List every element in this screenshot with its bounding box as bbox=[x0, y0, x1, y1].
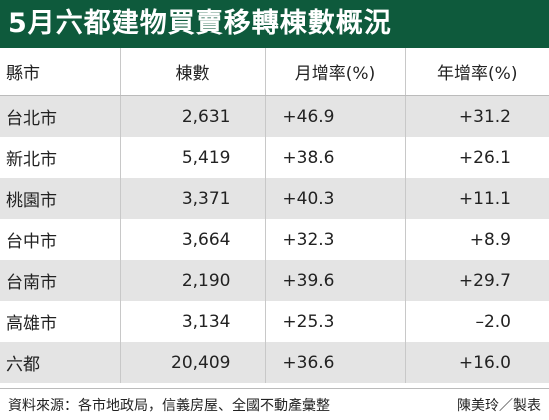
value-cell: +16.0 bbox=[404, 342, 549, 383]
city-cell: 台南市 bbox=[0, 260, 120, 301]
city-cell: 新北市 bbox=[6, 150, 57, 170]
value-cell: +36.6 bbox=[264, 342, 405, 383]
table-row: 台南市 2,190 +39.6 +29.7 bbox=[0, 260, 549, 301]
city-cell: 台北市 bbox=[0, 95, 120, 137]
city-cell: 高雄市 bbox=[6, 314, 57, 334]
value-cell: +40.3 bbox=[264, 178, 405, 219]
footer: 資料來源：各市地政局，信義房屋、全國不動產彙整 陳美玲／製表 bbox=[0, 388, 549, 420]
city-cell: 桃園市 bbox=[0, 178, 120, 219]
table-body: 台北市 2,631 +46.9 +31.2 新北市 5,419 +38.6 +26.1 桃園市 3… bbox=[0, 95, 549, 383]
value-cell: +46.9 bbox=[264, 95, 405, 137]
value-cell: 5,419 bbox=[119, 137, 265, 178]
value-cell: +39.6 bbox=[264, 260, 405, 301]
column-header: 棟數 bbox=[119, 48, 265, 96]
title: 5月六都建物買賣移轉棟數概況 bbox=[0, 0, 549, 48]
source: 資料來源：各市地政局，信義房屋、全國不動產彙整 bbox=[8, 397, 330, 414]
city-cell: 台中市 bbox=[6, 232, 57, 252]
table-row: 桃園市 3,371 +40.3 +11.1 bbox=[0, 178, 549, 219]
table-row: 台中市 3,664 +32.3 +8.9 bbox=[0, 219, 549, 260]
value-cell: +31.2 bbox=[404, 95, 549, 137]
value-cell: +38.6 bbox=[264, 137, 405, 178]
table-row: 台北市 2,631 +46.9 +31.2 bbox=[0, 95, 549, 137]
value-cell: 2,631 bbox=[119, 95, 265, 137]
value-cell: 20,409 bbox=[119, 342, 265, 383]
value-cell: +11.1 bbox=[404, 178, 549, 219]
value-cell: 3,371 bbox=[119, 178, 265, 219]
value-cell: 3,664 bbox=[119, 219, 265, 260]
value-cell: +8.9 bbox=[404, 219, 549, 260]
header-row: 縣市 棟數 月增率(%) 年增率(%) bbox=[0, 48, 549, 96]
author: 陳美玲／製表 bbox=[457, 397, 541, 414]
table-row: 六都 20,409 +36.6 +16.0 bbox=[0, 342, 549, 383]
data-table: 縣市 棟數 月增率(%) 年增率(%) 台北市 2,631 +46.9 +31.2 新北市 5,… bbox=[0, 48, 549, 383]
value-cell: 3,134 bbox=[119, 301, 265, 342]
column-header: 月增率(%) bbox=[264, 48, 405, 96]
value-cell: 2,190 bbox=[119, 260, 265, 301]
city-cell: 六都 bbox=[0, 342, 120, 383]
column-header: 年增率(%) bbox=[404, 48, 549, 96]
value-cell: +25.3 bbox=[264, 301, 405, 342]
value-cell: +26.1 bbox=[404, 137, 549, 178]
table-row: 高雄市 3,134 +25.3 –2.0 bbox=[0, 301, 549, 342]
value-cell: +29.7 bbox=[404, 260, 549, 301]
column-header: 縣市 bbox=[0, 48, 120, 96]
table-row: 新北市 5,419 +38.6 +26.1 bbox=[0, 137, 549, 178]
value-cell: +32.3 bbox=[264, 219, 405, 260]
value-cell: –2.0 bbox=[404, 301, 549, 342]
